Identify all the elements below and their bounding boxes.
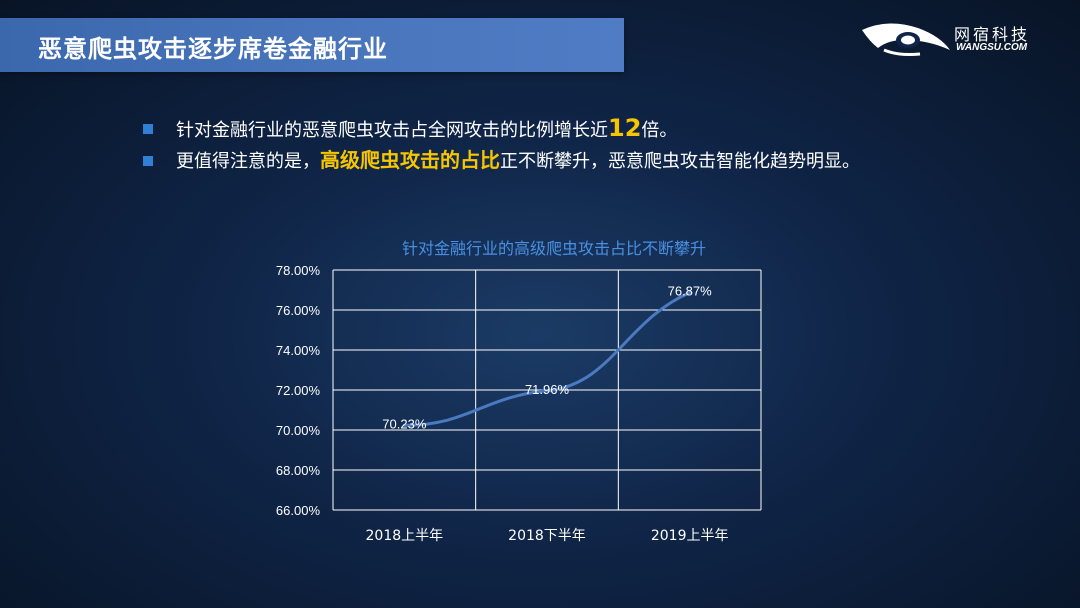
bullet-item: 针对金融行业的恶意爬虫攻击占全网攻击的比例增长近12倍。 bbox=[143, 112, 860, 144]
x-tick-label: 2018上半年 bbox=[366, 528, 444, 544]
y-tick-label: 74.00% bbox=[276, 343, 321, 358]
bullet-item: 更值得注意的是，高级爬虫攻击的占比正不断攀升，恶意爬虫攻击智能化趋势明显。 bbox=[143, 144, 860, 176]
y-tick-label: 76.00% bbox=[276, 303, 321, 318]
series-line bbox=[402, 291, 692, 427]
bullet-highlight: 高级爬虫攻击的占比 bbox=[320, 148, 500, 172]
y-tick-label: 78.00% bbox=[276, 263, 321, 278]
bullet-list: 针对金融行业的恶意爬虫攻击占全网攻击的比例增长近12倍。 更值得注意的是，高级爬… bbox=[143, 112, 860, 176]
y-tick-label: 68.00% bbox=[276, 463, 321, 478]
bullet-square-icon bbox=[143, 156, 153, 166]
data-point bbox=[688, 291, 692, 295]
bullet-text: 针对金融行业的恶意爬虫攻击占全网攻击的比例增长近 bbox=[176, 120, 608, 141]
data-label: 70.23% bbox=[382, 416, 427, 431]
bullet-text: 更值得注意的是， bbox=[176, 151, 320, 172]
bullet-text-end: 正不断攀升，恶意爬虫攻击智能化趋势明显。 bbox=[500, 151, 860, 172]
data-point bbox=[545, 389, 549, 393]
page-title: 恶意爬虫攻击逐步席卷金融行业 bbox=[38, 35, 388, 63]
x-tick-label: 2018下半年 bbox=[508, 528, 586, 544]
data-point bbox=[402, 423, 406, 427]
chart-title: 针对金融行业的高级爬虫攻击占比不断攀升 bbox=[402, 239, 706, 258]
y-tick-label: 72.00% bbox=[276, 383, 321, 398]
y-tick-label: 70.00% bbox=[276, 423, 321, 438]
bullet-highlight: 12 bbox=[608, 114, 642, 142]
bullet-square-icon bbox=[143, 124, 153, 134]
x-tick-label: 2019上半年 bbox=[651, 528, 729, 544]
logo-en-text: WANGSU.COM bbox=[956, 42, 1028, 53]
y-tick-label: 66.00% bbox=[276, 503, 321, 518]
logo-mark-icon bbox=[862, 23, 950, 56]
data-label: 71.96% bbox=[525, 382, 570, 397]
title-bar: 恶意爬虫攻击逐步席卷金融行业 bbox=[0, 18, 624, 72]
logo-cn-text: 网宿科技 bbox=[954, 25, 1031, 44]
bullet-text-end: 倍。 bbox=[641, 120, 678, 141]
data-label: 76.87% bbox=[668, 284, 713, 299]
wangsu-logo: 网宿科技 WANGSU.COM bbox=[858, 20, 1058, 60]
